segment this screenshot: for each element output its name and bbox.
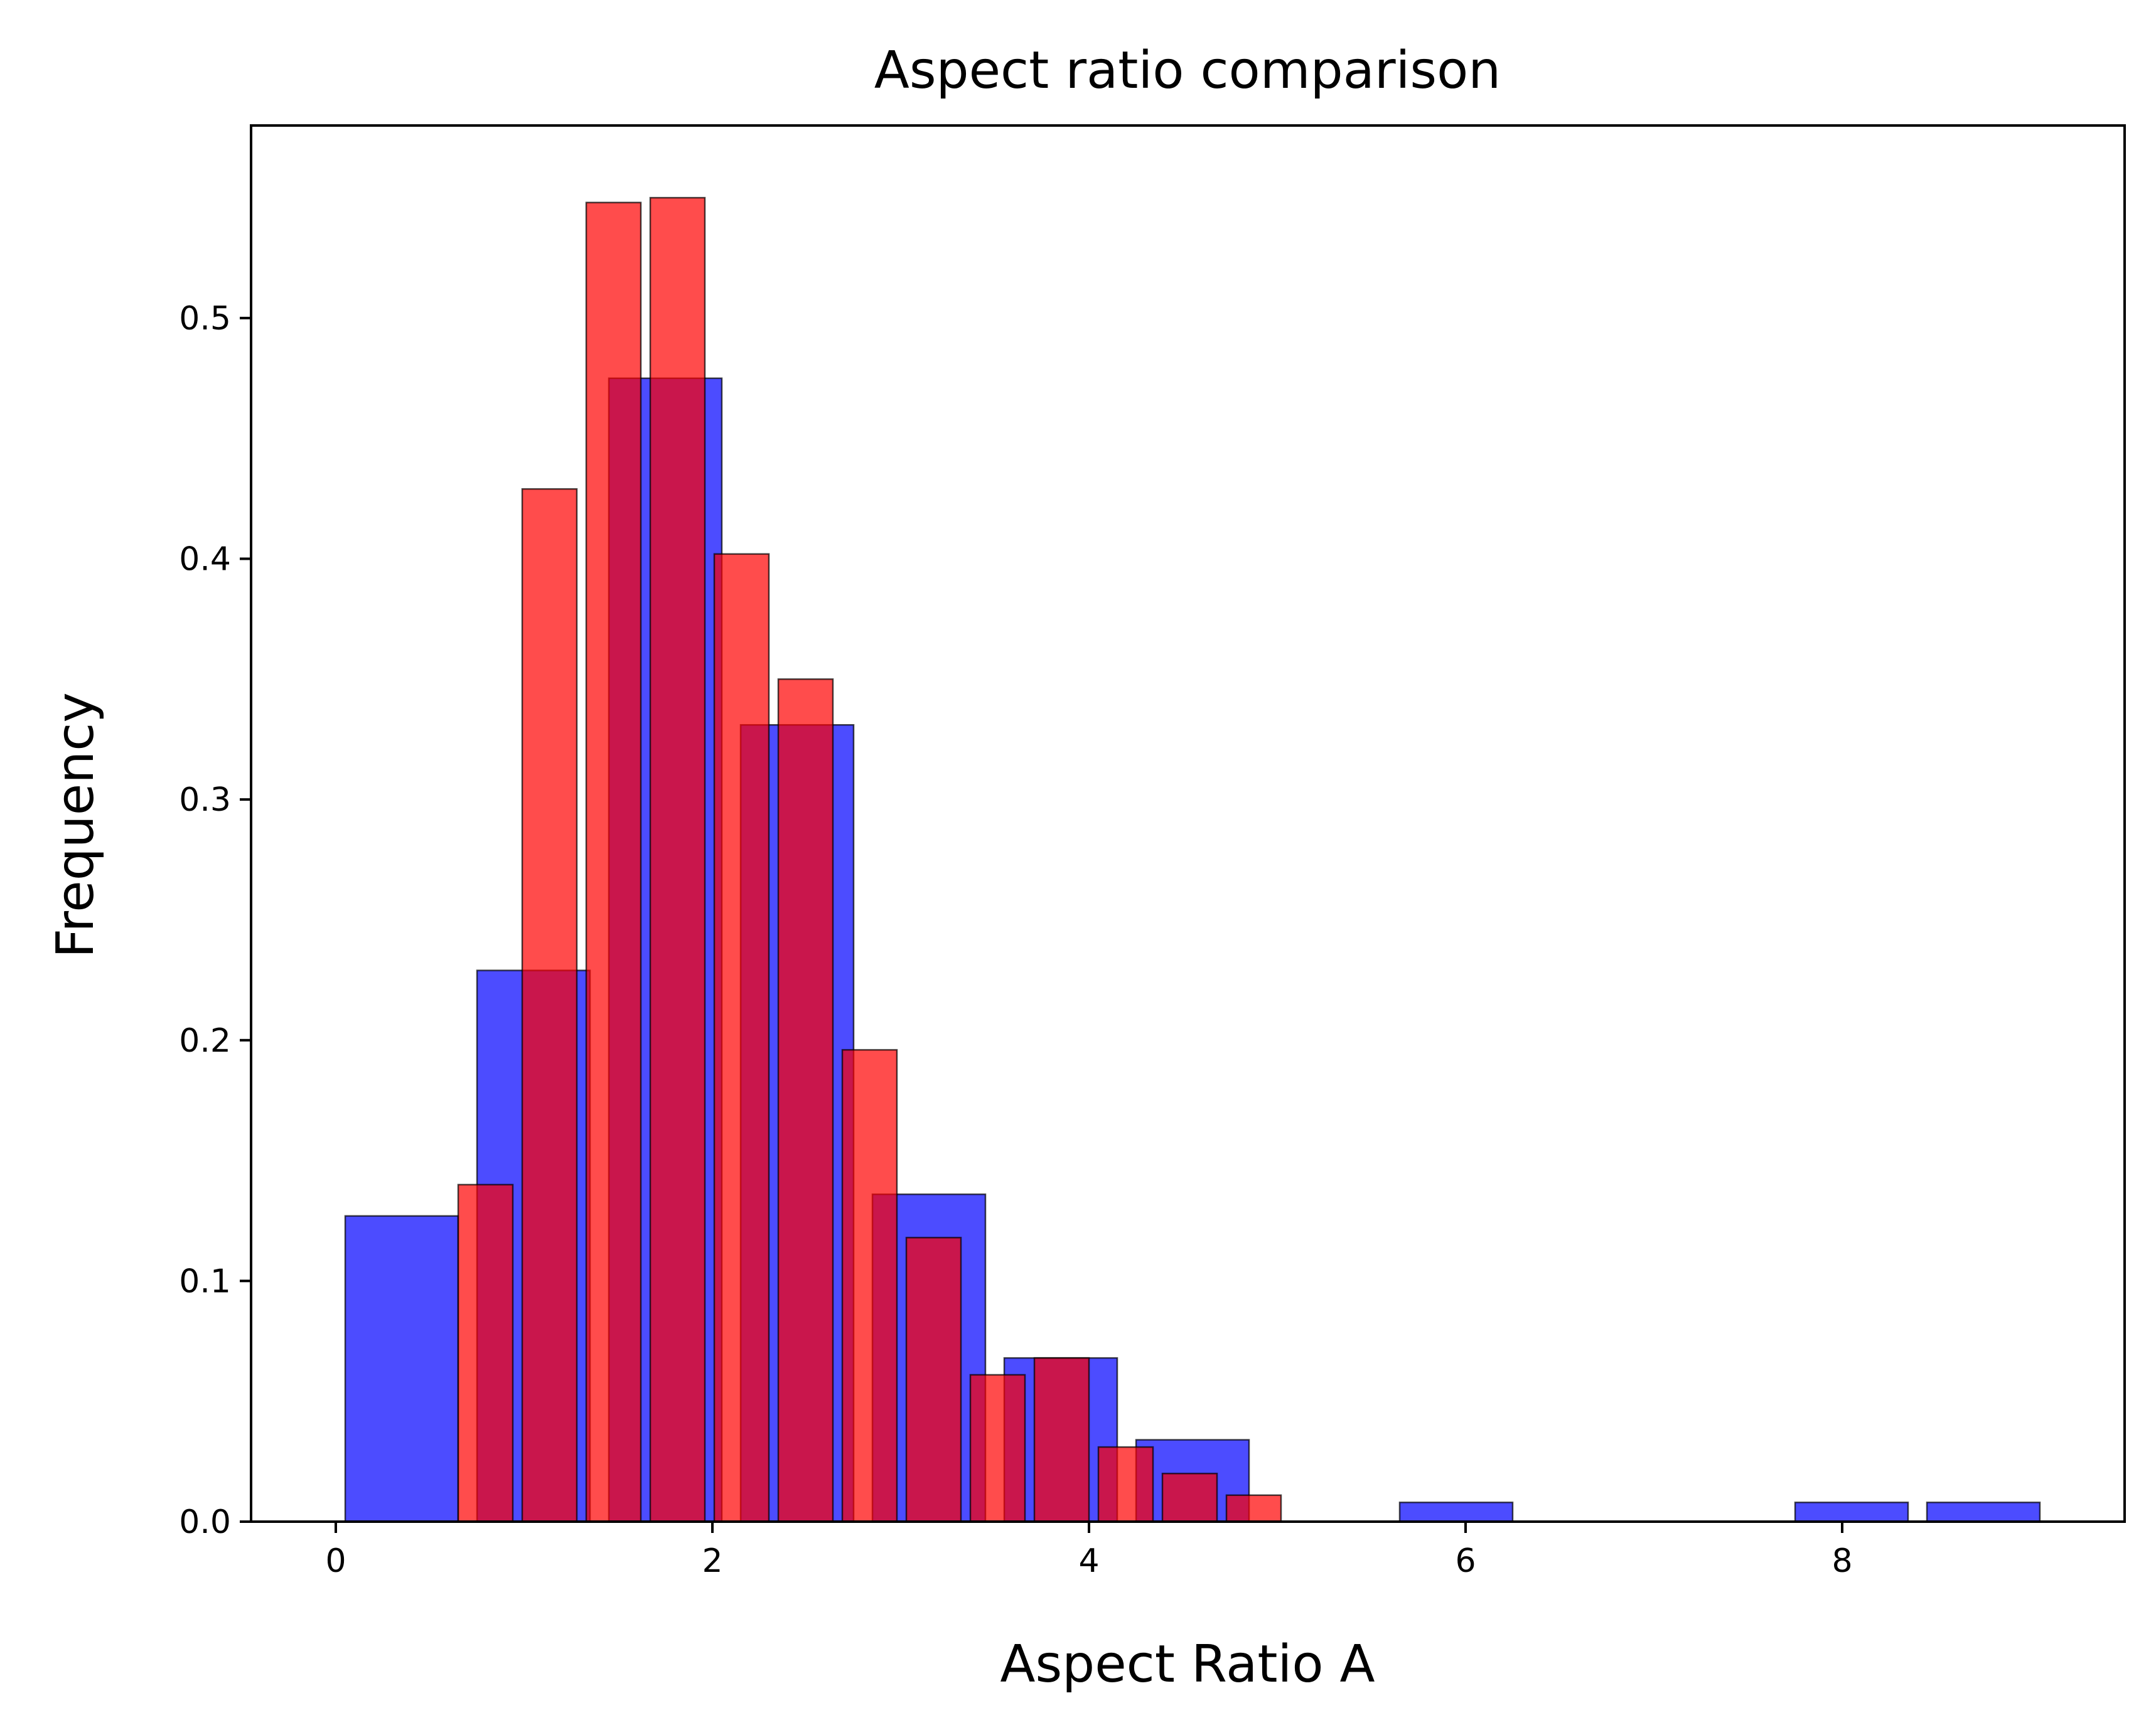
x-tick-label-5: 8	[1832, 1542, 1852, 1580]
histogram-bar-series1-9	[1794, 1502, 1909, 1523]
histogram-bar-series2-13	[1225, 1494, 1282, 1523]
histogram-bar-series2-5	[713, 553, 770, 1523]
x-axis: 0 2 4 6 8	[325, 1522, 1853, 1580]
x-tick-label-1: 0	[325, 1542, 346, 1580]
histogram-bar-series2-11	[1097, 1446, 1154, 1523]
y-tick-label-1: 0.0	[179, 1503, 231, 1541]
x-tick-label-4: 6	[1455, 1542, 1476, 1580]
histogram-bar-series2-8	[905, 1237, 962, 1523]
chart-title: Aspect ratio comparison	[874, 41, 1501, 100]
histogram-bar-series2-7	[841, 1049, 898, 1523]
histogram-bar-series1-8	[1398, 1502, 1514, 1523]
bars-layer	[344, 196, 2041, 1523]
histogram-bar-series2-9	[969, 1374, 1026, 1523]
y-tick-label-4: 0.3	[179, 781, 231, 819]
histogram-bar-series2-6	[777, 678, 834, 1523]
x-axis-label: Aspect Ratio A	[1000, 1635, 1375, 1694]
y-tick-label-5: 0.4	[179, 541, 231, 579]
histogram-bar-series2-2	[521, 488, 578, 1523]
histogram-bar-series1-1	[344, 1215, 459, 1523]
y-tick-label-3: 0.2	[179, 1022, 231, 1060]
histogram-bar-series2-3	[585, 201, 642, 1523]
histogram-bar-series2-4	[649, 196, 706, 1523]
x-tick-label-2: 2	[702, 1542, 722, 1580]
y-axis: 0.0 0.1 0.2 0.3 0.4 0.5	[179, 300, 251, 1541]
histogram-bar-series2-10	[1033, 1357, 1090, 1523]
x-tick-label-3: 4	[1078, 1542, 1099, 1580]
histogram-bar-series2-12	[1161, 1473, 1218, 1523]
y-tick-label-2: 0.1	[179, 1263, 231, 1300]
y-axis-label: Frequency	[46, 692, 105, 958]
histogram-bar-series2-1	[457, 1183, 514, 1523]
y-tick-label-6: 0.5	[179, 300, 231, 338]
plot-frame	[250, 124, 2126, 1523]
histogram-bar-series1-10	[1926, 1502, 2041, 1523]
